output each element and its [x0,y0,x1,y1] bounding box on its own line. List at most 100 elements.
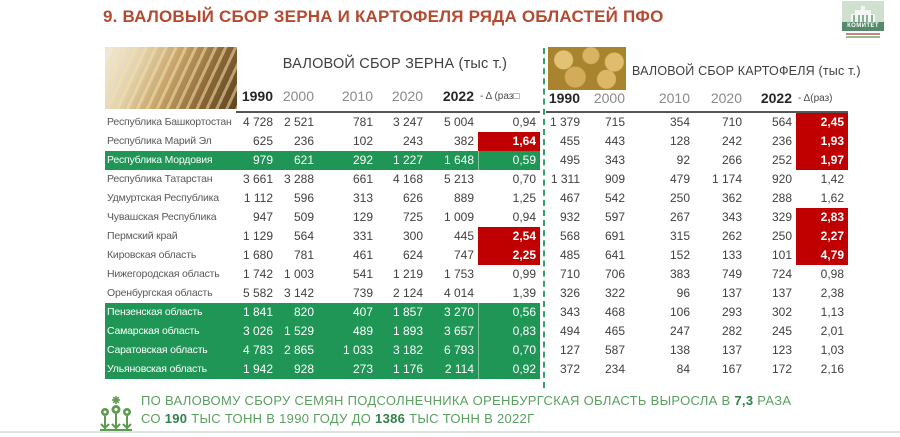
grain-value-2010: 781 [352,115,373,129]
grain-value-2000: 564 [293,229,314,243]
potato-table-row: 495 343 92 266 252 1,97 [546,151,848,170]
grain-value-2000: 3 142 [283,286,314,300]
grain-value-2022: 3 270 [443,305,474,319]
grain-value-1990: 979 [252,153,273,167]
potato-value-2020: 133 [721,248,742,262]
potato-photo [548,47,626,90]
potato-delta-value: 2,45 [796,113,848,132]
note-highlight: 1386 [375,411,406,426]
grain-value-2022: 1 753 [443,267,474,281]
potato-value-2000: 909 [604,172,625,186]
potato-value-2010: 128 [669,134,690,148]
grain-value-2022: 3 657 [443,324,474,338]
grain-header-spacer [105,85,236,107]
potato-table-row: 1 379 715 354 710 564 2,45 [546,113,848,132]
grain-delta-header: - Δ (раз□ [480,91,520,102]
potato-value-2022: 250 [771,229,792,243]
grain-delta-value: 0,83 [478,322,540,341]
potato-value-2000: 234 [604,362,625,376]
grain-year-header-row: 1990 2000 2010 2020 2022 - Δ (раз□ [105,85,540,107]
grain-value-2010: 1 033 [342,343,373,357]
bottom-rule [0,431,900,433]
potato-value-2020: 749 [721,267,742,281]
potato-value-2000: 587 [604,343,625,357]
potato-table-row: 568 691 315 262 250 2,27 [546,227,848,246]
potato-delta-value: 2,16 [820,362,844,376]
grain-table-title: ВАЛОВОЙ СБОР ЗЕРНА (тыс т.) [282,56,508,72]
page-title: 9. ВАЛОВЫЙ СБОР ЗЕРНА И КАРТОФЕЛЯ РЯДА О… [103,7,664,26]
potato-value-1990: 1 379 [549,115,580,129]
grain-value-2000: 820 [293,305,314,319]
grain-delta-value: 1,64 [478,132,540,151]
potato-value-2010: 383 [669,267,690,281]
potato-value-2020: 343 [721,210,742,224]
potato-value-1990: 343 [559,305,580,319]
logo-caption-lines [842,31,884,38]
grain-value-1990: 947 [252,210,273,224]
note-text: РАЗА [753,393,792,408]
region-label: Оренбургская область [107,287,213,299]
grain-value-1990: 1 841 [242,305,273,319]
region-label: Удмуртская Республика [107,192,219,204]
potato-table-row: 1 311 909 479 1 174 920 1,42 [546,170,848,189]
grain-value-2000: 3 288 [283,172,314,186]
grain-value-2022: 6 793 [443,343,474,357]
note-text: СО [141,411,165,426]
potato-value-2000: 691 [604,229,625,243]
grain-delta-value: 0,56 [478,303,540,322]
potato-delta-value: 1,97 [796,151,848,170]
potato-value-2000: 322 [604,286,625,300]
note-highlight: 7,3 [734,393,754,408]
grain-delta-value: 0,70 [478,341,540,360]
note-text: ПО ВАЛОВОМУ СБОРУ СЕМЯН ПОДСОЛНЕЧНИКА ОР… [141,393,735,408]
potato-delta-header: - Δ(раз) [798,93,833,104]
grain-value-2020: 1 176 [392,362,423,376]
grain-delta-value: 0,99 [512,267,536,281]
potato-year-2020: 2020 [710,90,742,106]
grain-value-2010: 541 [352,267,373,281]
potato-value-2022: 236 [771,134,792,148]
potato-value-1990: 494 [559,324,580,338]
grain-value-2010: 273 [352,362,373,376]
potato-value-1990: 932 [559,210,580,224]
note-text: ТЫС ТОНН В 2022Г [405,411,535,426]
potato-value-2020: 266 [721,153,742,167]
potato-value-2020: 362 [721,191,742,205]
potato-table-row: 372 234 84 167 172 2,16 [546,360,848,379]
potato-year-2022: 2022 [760,90,792,106]
grain-delta-value: 1,39 [512,286,536,300]
region-label: Самарская область [107,325,200,337]
potato-table-row: 494 465 247 282 245 2,01 [546,322,848,341]
potato-value-2000: 443 [604,134,625,148]
potato-value-1990: 467 [559,191,580,205]
region-label: Республика Марий Эл [107,135,212,147]
grain-value-2020: 624 [402,248,423,262]
grain-value-2010: 102 [352,134,373,148]
grain-delta-value: 2,25 [478,246,540,265]
potato-value-2022: 288 [771,191,792,205]
grain-table-row: Пермский край 1 129 564 331 300 445 2,54 [105,227,540,246]
potato-table-title: ВАЛОВОЙ СБОР КАРТОФЕЛЯ (тыс т.) [632,64,861,78]
sprouts-icon [98,395,134,437]
potato-value-2020: 137 [721,286,742,300]
potato-year-header-row: 1990 2000 2010 2020 2022 - Δ(раз) [546,87,848,109]
grain-table-row: Республика Мордовия 979 621 292 1 227 1 648 0,… [105,151,540,170]
grain-value-1990: 1 129 [242,229,273,243]
region-label: Нижегородская область [107,268,220,280]
grain-value-2000: 509 [293,210,314,224]
potato-table-row: 127 587 138 137 123 1,03 [546,341,848,360]
potato-value-2000: 343 [604,153,625,167]
logo-text: КОМИТЕТ [842,22,884,31]
grain-value-2022: 5 213 [443,172,474,186]
potato-delta-value: 4,79 [796,246,848,265]
potato-value-2010: 315 [669,229,690,243]
region-label: Ульяновская область [107,363,207,375]
building-icon [842,1,884,22]
grain-value-2022: 889 [453,191,474,205]
potato-value-1990: 568 [559,229,580,243]
note-line-1: ПО ВАЛОВОМУ СБОРУ СЕМЯН ПОДСОЛНЕЧНИКА ОР… [141,393,791,408]
potato-delta-value: 2,38 [820,286,844,300]
potato-delta-value: 1,93 [796,132,848,151]
region-label: Республика Башкортостан [107,116,232,128]
grain-table: Республика Башкортостан 4 728 2 521 781 3 24… [105,113,540,379]
